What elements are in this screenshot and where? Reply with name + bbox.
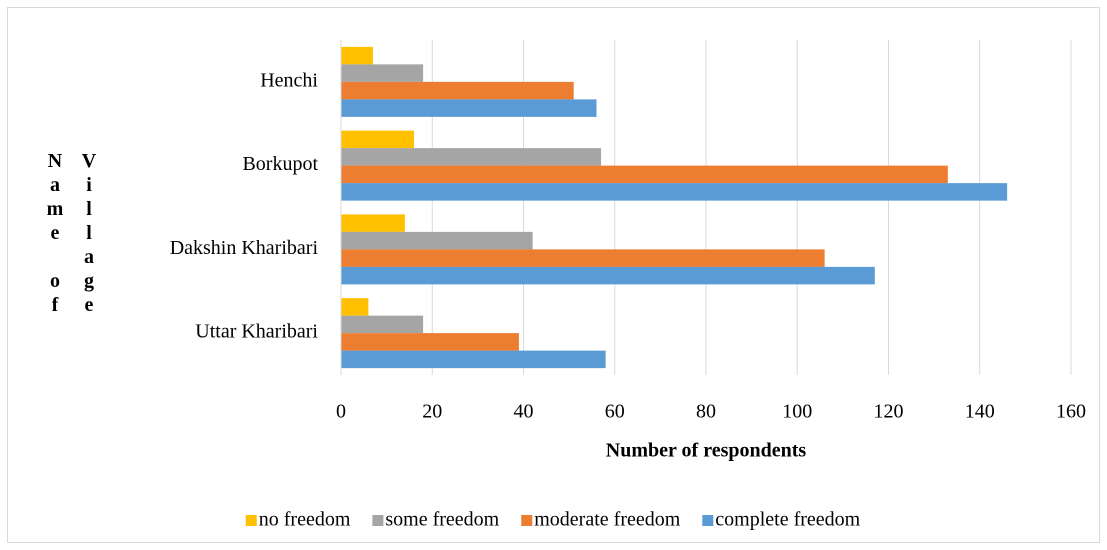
bar: [341, 46, 373, 65]
bar: [341, 333, 519, 351]
bar: [341, 81, 574, 100]
bar: [341, 350, 606, 369]
legend-swatch: [521, 515, 533, 526]
x-tick-label: 40: [514, 401, 534, 423]
x-tick-label: 100: [782, 401, 812, 423]
bar: [341, 99, 597, 117]
y-tick-label: Uttar Kharibari: [195, 321, 318, 343]
legend-label: no freedom: [259, 509, 351, 531]
y-tick-label: Dakshin Kharibari: [170, 237, 319, 259]
bar: [341, 148, 602, 166]
x-axis-label: Number of respondents: [606, 440, 807, 462]
bar: [341, 315, 424, 334]
bar: [341, 298, 369, 316]
bar: [341, 183, 1008, 201]
legend-swatch: [372, 515, 384, 526]
legend-label: some freedom: [385, 509, 499, 531]
bar: [341, 214, 405, 232]
y-tick-label: Borkupot: [242, 153, 318, 175]
bar: [341, 64, 424, 82]
bar: [341, 130, 414, 149]
x-tick-label: 0: [336, 401, 346, 423]
legend-label: moderate freedom: [534, 509, 680, 531]
bar: [341, 249, 825, 267]
x-tick-label: 20: [422, 401, 442, 423]
x-tick-label: 80: [696, 401, 716, 423]
bar: [341, 165, 948, 184]
x-tick-label: 60: [605, 401, 625, 423]
x-tick-label: 120: [874, 401, 904, 423]
legend-swatch: [702, 515, 714, 526]
legend-swatch: [245, 515, 257, 526]
x-tick-label: 140: [965, 401, 995, 423]
legend-label: complete freedom: [715, 509, 860, 531]
bar: [341, 266, 875, 285]
bar: [341, 231, 533, 250]
x-tick-label: 160: [1056, 401, 1086, 423]
y-axis-label: Name of Village: [44, 150, 100, 318]
y-tick-label: Henchi: [260, 69, 318, 91]
